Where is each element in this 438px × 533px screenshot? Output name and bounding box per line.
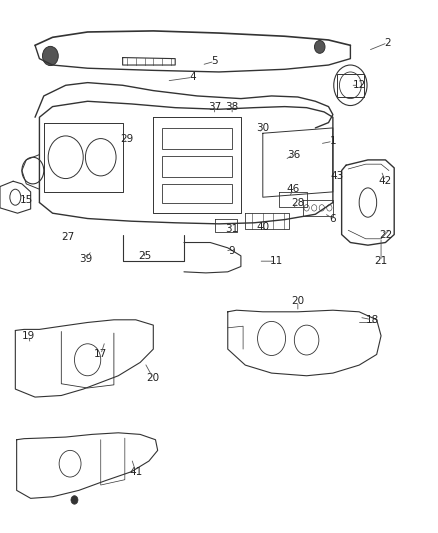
Bar (162, 184, 232, 203)
Text: 22: 22 (379, 230, 392, 239)
Bar (162, 156, 232, 177)
Circle shape (314, 41, 325, 53)
Text: 41: 41 (129, 467, 142, 477)
Text: 5: 5 (211, 56, 218, 66)
Text: 39: 39 (79, 254, 92, 263)
Text: 21: 21 (374, 256, 388, 266)
Text: 37: 37 (208, 102, 221, 111)
Bar (162, 128, 232, 149)
Text: 2: 2 (384, 38, 391, 47)
Text: 27: 27 (61, 232, 74, 242)
Text: 18: 18 (366, 315, 379, 325)
Text: 38: 38 (226, 102, 239, 111)
Text: 31: 31 (226, 224, 239, 234)
Text: 6: 6 (329, 214, 336, 223)
Text: 11: 11 (269, 256, 283, 266)
Text: 15: 15 (20, 195, 33, 205)
Bar (337, 74, 364, 97)
Text: 20: 20 (291, 296, 304, 306)
Text: 36: 36 (287, 150, 300, 159)
Text: 40: 40 (256, 222, 269, 231)
Text: 19: 19 (22, 331, 35, 341)
Text: 4: 4 (189, 72, 196, 82)
Circle shape (42, 46, 58, 66)
Text: 46: 46 (287, 184, 300, 194)
Circle shape (71, 496, 78, 504)
Text: 17: 17 (94, 350, 107, 359)
Text: 29: 29 (120, 134, 134, 143)
Text: 28: 28 (291, 198, 304, 207)
Text: 20: 20 (147, 374, 160, 383)
Text: 25: 25 (138, 251, 151, 261)
Text: 1: 1 (329, 136, 336, 146)
Text: 30: 30 (256, 123, 269, 133)
Text: 9: 9 (229, 246, 236, 255)
Text: 42: 42 (379, 176, 392, 186)
Text: 12: 12 (353, 80, 366, 90)
Text: 43: 43 (331, 171, 344, 181)
